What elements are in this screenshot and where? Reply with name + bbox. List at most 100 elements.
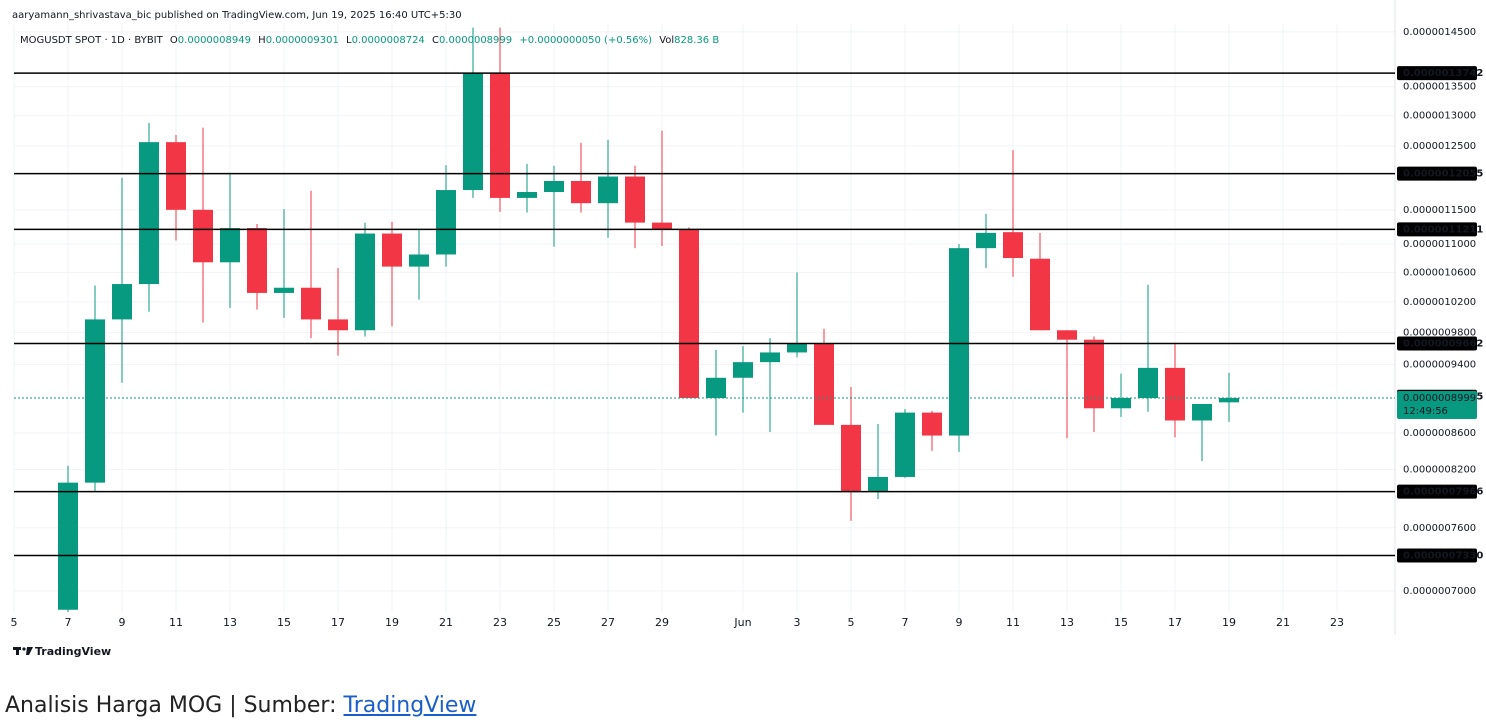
countdown: 12:49:56 [1403,406,1448,417]
x-tick-label: 7 [65,616,72,629]
candle-body [85,319,105,483]
candle-body [409,254,429,267]
ohlc-value: 0.0000009301 [265,35,339,46]
y-tick-label: 0.0000010600 [1403,267,1476,278]
x-tick-label: 17 [331,616,345,629]
candle-body [328,319,348,331]
symbol: MOGUSDT SPOT · 1D · BYBIT [20,35,163,46]
x-tick-label: 9 [956,616,963,629]
ohlc-value: 0.0000008949 [177,35,251,46]
y-tick-label: 0.0000009800 [1403,328,1476,339]
candle-body [949,248,969,436]
last-price-label: 0.0000008999 [1403,393,1476,404]
candle-body [1030,258,1050,331]
x-tick-label: 17 [1168,616,1182,629]
level-label-bg [1397,484,1477,499]
caption: Analisis Harga MOG | Sumber: TradingView [5,693,476,718]
ohlc-label: C [431,35,439,46]
level-label: 0.0000011211 [1403,224,1483,235]
candle-body [274,287,294,293]
candle-body [1138,367,1158,398]
y-tick-label: 0.0000011000 [1403,239,1476,250]
level-label-bg [1397,336,1477,351]
x-tick-label: 5 [11,616,18,629]
x-tick-label: 11 [1006,616,1020,629]
candle-body [112,284,132,320]
x-tick-label: 19 [1222,616,1236,629]
candle-body [166,142,186,210]
y-tick-label: 0.0000011500 [1403,205,1476,216]
candle-body [382,233,402,267]
candle-body [895,412,915,477]
level-label: 0.0000007330 [1403,551,1483,562]
candle-body [193,209,213,263]
attribution: aaryamann_shrivastava_bic published on T… [12,10,462,21]
x-tick-label: 3 [794,616,801,629]
ohlc-value: 0.0000008724 [351,35,425,46]
x-tick-label: 11 [169,616,183,629]
volume-label: Vol [659,35,675,46]
x-tick-label: 7 [902,616,909,629]
candle-body [598,176,618,204]
candle-body [490,72,510,198]
candle-body [868,476,888,492]
ohlc-value: 0.0000008999 [438,35,513,46]
level-label-bg [1397,166,1477,181]
candle-body [220,228,240,263]
candle-body [787,343,807,353]
candle-body [625,176,645,223]
x-tick-label: Jun [733,616,751,629]
candle-body [1111,397,1131,409]
candle-body [1219,398,1239,403]
branding: TradingView [35,645,111,658]
ohlc-label: H [258,35,266,46]
x-tick-label: 19 [385,616,399,629]
candle-body [976,232,996,249]
level-label: 0.0000009662 [1403,338,1483,349]
candle-body [1057,330,1077,340]
candle-body [1165,367,1185,421]
candle-body [1084,339,1104,409]
y-tick-label: 0.0000010200 [1403,297,1476,308]
candle-body [1192,403,1212,421]
candle-body [760,352,780,363]
x-tick-label: 5 [848,616,855,629]
ohlc-label: O [169,35,178,46]
y-tick-label: 0.0000014500 [1403,27,1476,38]
source-link[interactable]: TradingView [343,693,477,718]
symbol-header: MOGUSDT SPOT · 1D · BYBIT O0.0000008949 … [20,35,719,46]
x-tick-label: 23 [1330,616,1344,629]
caption-text: Analisis Harga MOG | Sumber: [5,693,344,718]
x-tick-label: 23 [493,616,507,629]
x-tick-label: 15 [277,616,291,629]
candle-body [733,362,753,378]
candle-body [355,233,375,331]
candle-body [463,72,483,191]
candle-body [517,192,537,198]
candle-body [247,228,267,293]
candle-body [922,412,942,436]
chart: TradingView 5 7 9 11 13 15 17 19 21 23 25 27 29 Jun 3 5… [11,0,1483,658]
y-tick-label: 0.0000007600 [1403,523,1476,534]
candle-body [58,482,78,610]
y-tick-label: 0.0000007000 [1403,586,1476,597]
last-price-bg [1397,391,1477,420]
candle-body [706,377,726,398]
candle-body [301,287,321,320]
candle-body [436,190,456,255]
level-label-bg [1397,66,1477,81]
x-tick-label: 13 [223,616,237,629]
tv-logo [13,647,33,655]
y-tick-label: 0.0000013000 [1403,111,1476,122]
candle-body [1003,232,1023,259]
x-tick-label: 9 [119,616,126,629]
x-tick-label: 15 [1114,616,1128,629]
change: +0.0000000050 (+0.56%) [519,35,652,46]
x-tick-label: 21 [1276,616,1290,629]
level-label-bg [1397,222,1477,237]
ohlc-label: L [346,35,352,46]
candle-body [679,229,699,398]
candle-body [571,181,591,204]
y-tick-label: 0.0000008200 [1403,464,1476,475]
